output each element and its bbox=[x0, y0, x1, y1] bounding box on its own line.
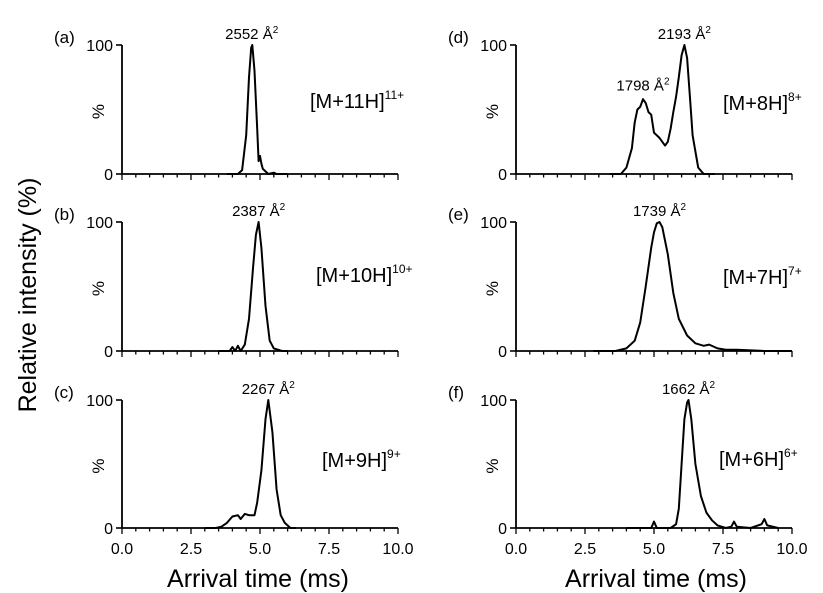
y-axis-percent-label: % bbox=[483, 458, 502, 473]
ion-charge-superscript: 8+ bbox=[788, 90, 802, 104]
panel-label: (a) bbox=[54, 28, 75, 47]
x-tick-label: 10.0 bbox=[382, 541, 413, 558]
y-tick-label: 100 bbox=[86, 38, 113, 55]
peak-ccs-value: 2387 Å bbox=[232, 203, 280, 220]
peak-ccs-value: 2552 Å bbox=[225, 26, 273, 43]
panel-c: 0 100% 0.0 2.5 5.0 7.5 10.0 (c) 2267 Å2 [M+9H]9+ bbox=[54, 380, 414, 558]
peak-ccs-label: 2267 Å2 bbox=[242, 380, 296, 398]
ion-charge-superscript: 10+ bbox=[392, 262, 412, 276]
ion-charge-superscript: 7+ bbox=[788, 264, 802, 278]
arrival-time-trace bbox=[593, 221, 792, 352]
ion-charge-state-label: [M+7H]7+ bbox=[723, 264, 802, 289]
y-tick-label: 0 bbox=[104, 521, 113, 538]
ion-charge-state-label: [M+11H]11+ bbox=[310, 88, 404, 113]
ion-charge-state-label: [M+10H]10+ bbox=[316, 262, 413, 287]
x-tick-label: 2.5 bbox=[180, 541, 202, 558]
y-tick-label: 0 bbox=[104, 344, 113, 361]
x-axis-title-left: Arrival time (ms) bbox=[167, 565, 349, 593]
ion-charge-superscript: 11+ bbox=[385, 88, 404, 102]
peak-ccs-unit-superscript: 2 bbox=[681, 202, 687, 213]
x-tick-label: 7.5 bbox=[712, 541, 734, 558]
ion-charge-state-label: [M+8H]8+ bbox=[723, 90, 802, 115]
ion-charge-state-label: [M+9H]9+ bbox=[322, 447, 401, 472]
peak-ccs-value: 1739 Å bbox=[633, 203, 681, 220]
panel-a: 0 100% (a) 2552 Å2 [M+11H]11+ bbox=[54, 25, 404, 184]
arrival-time-trace bbox=[218, 221, 288, 352]
y-tick-label: 100 bbox=[480, 393, 507, 410]
ion-formula: [M+7H] bbox=[723, 267, 788, 289]
ion-formula: [M+6H] bbox=[719, 449, 784, 471]
x-tick-label: 0.0 bbox=[505, 541, 527, 558]
peak-ccs-label: 2193 Å2 bbox=[658, 25, 712, 43]
y-tick-label: 100 bbox=[86, 393, 113, 410]
panel-e: 0 100% (e) 1739 Å2 [M+7H]7+ bbox=[448, 202, 802, 361]
arrival-time-trace bbox=[204, 399, 296, 529]
arrival-time-trace bbox=[226, 44, 288, 175]
arrival-time-trace bbox=[609, 44, 715, 175]
y-axis-percent-label: % bbox=[483, 281, 502, 296]
x-tick-label: 2.5 bbox=[574, 541, 596, 558]
ion-formula: [M+8H] bbox=[723, 93, 788, 115]
y-axis-percent-label: % bbox=[89, 104, 108, 119]
peak-ccs-label: 1739 Å2 bbox=[633, 202, 687, 220]
y-tick-label: 0 bbox=[498, 167, 507, 184]
peak-ccs-unit-superscript: 2 bbox=[273, 25, 279, 36]
peak-ccs-value: 2193 Å bbox=[658, 26, 706, 43]
peak-ccs-value: 2267 Å bbox=[242, 381, 290, 398]
y-axis-percent-label: % bbox=[89, 281, 108, 296]
y-tick-label: 100 bbox=[86, 215, 113, 232]
x-axis-title-right: Arrival time (ms) bbox=[565, 565, 747, 593]
panel-label: (b) bbox=[54, 205, 75, 224]
ion-charge-state-label: [M+6H]6+ bbox=[719, 446, 798, 471]
arrival-time-trace bbox=[626, 399, 779, 529]
peak-ccs-label: 2387 Å2 bbox=[232, 202, 286, 220]
peak-ccs-label: 2552 Å2 bbox=[225, 25, 279, 43]
panel-label: (f) bbox=[448, 383, 464, 402]
peak-ccs-value: 1662 Å bbox=[662, 381, 710, 398]
ion-charge-superscript: 6+ bbox=[784, 446, 798, 460]
peak-ccs-unit-superscript: 2 bbox=[289, 380, 295, 391]
y-tick-label: 100 bbox=[480, 215, 507, 232]
x-tick-label: 7.5 bbox=[318, 541, 340, 558]
peak-ccs-unit-superscript: 2 bbox=[709, 380, 715, 391]
peak-ccs-unit-superscript: 2 bbox=[705, 25, 711, 36]
x-tick-label: 0.0 bbox=[111, 541, 133, 558]
x-tick-label: 5.0 bbox=[249, 541, 271, 558]
peak-ccs-value: 1798 Å bbox=[616, 78, 664, 95]
y-tick-label: 0 bbox=[498, 344, 507, 361]
peak-ccs-label: 1798 Å2 bbox=[616, 77, 670, 95]
x-tick-label: 5.0 bbox=[643, 541, 665, 558]
peak-ccs-unit-superscript: 2 bbox=[664, 77, 670, 88]
panel-label: (c) bbox=[54, 383, 74, 402]
y-axis-percent-label: % bbox=[483, 104, 502, 119]
panel-label: (d) bbox=[448, 28, 469, 47]
ion-formula: [M+11H] bbox=[310, 91, 385, 113]
x-tick-label: 10.0 bbox=[776, 541, 807, 558]
panel-label: (e) bbox=[448, 205, 469, 224]
ion-formula: [M+9H] bbox=[322, 450, 387, 472]
peak-ccs-unit-superscript: 2 bbox=[280, 202, 286, 213]
panel-f: 0 100% 0.0 2.5 5.0 7.5 10.0 (f) 1662 Å2 [M+6H]6+ bbox=[448, 380, 808, 558]
y-tick-label: 0 bbox=[104, 167, 113, 184]
ion-charge-superscript: 9+ bbox=[387, 447, 401, 461]
y-tick-label: 0 bbox=[498, 521, 507, 538]
y-axis-title: Relative intensity (%) bbox=[14, 178, 42, 413]
ion-formula: [M+10H] bbox=[316, 265, 392, 287]
panel-b: 0 100% (b) 2387 Å2 [M+10H]10+ bbox=[54, 202, 413, 361]
y-tick-label: 100 bbox=[480, 38, 507, 55]
y-axis-percent-label: % bbox=[89, 458, 108, 473]
peak-ccs-label: 1662 Å2 bbox=[662, 380, 716, 398]
